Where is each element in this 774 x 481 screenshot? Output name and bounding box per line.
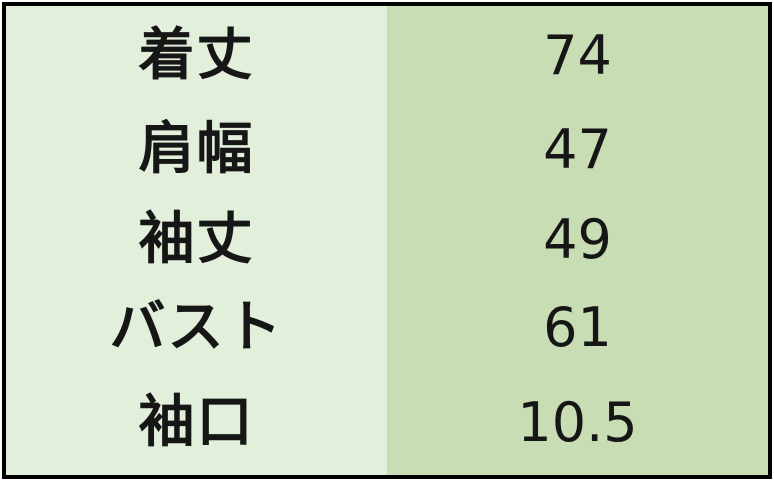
measurement-value-kijake: 74 <box>387 6 768 106</box>
measurement-label-sodeguchi: 袖口 <box>6 371 387 475</box>
measurement-value-sodeguchi: 10.5 <box>387 371 768 475</box>
measurement-label-katahaba: 肩幅 <box>6 105 387 196</box>
measurement-label-sodetake: 袖丈 <box>6 195 387 285</box>
measurement-label-bust: バスト <box>6 284 387 372</box>
measurement-value-katahaba: 47 <box>387 105 768 196</box>
measurement-value-bust: 61 <box>387 284 768 372</box>
measurement-value-sodetake: 49 <box>387 195 768 285</box>
measurement-label-kijake: 着丈 <box>6 6 387 106</box>
